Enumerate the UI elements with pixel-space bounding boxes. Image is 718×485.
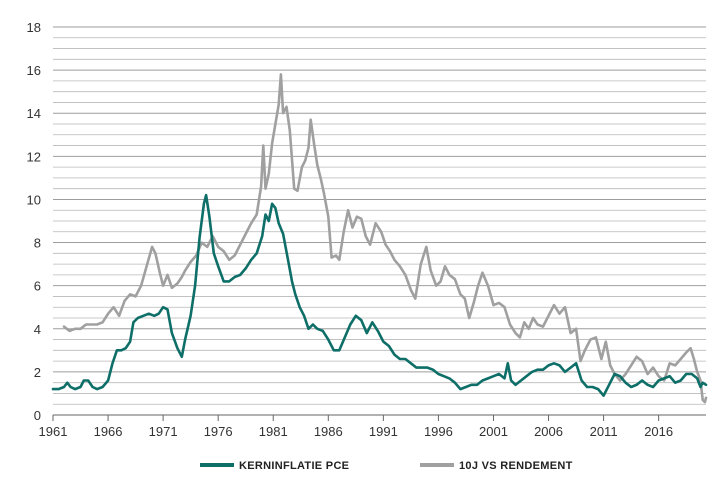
x-axis-tick-labels: 1961 1966 1971 1976 1981 1986 1991 1996 2001 2006… — [39, 415, 673, 439]
y-tick-label: 10 — [27, 192, 41, 207]
series-lines — [51, 73, 708, 404]
y-tick-label: 16 — [27, 63, 41, 78]
x-tick-label: 1961 — [39, 424, 68, 439]
legend: KERNINFLATIE PCE 10J VS RENDEMENT — [200, 460, 573, 472]
y-tick-label: 6 — [34, 279, 41, 294]
y-tick-label: 18 — [27, 20, 41, 35]
series-line-10j-rendement — [62, 73, 708, 404]
x-tick-label: 1976 — [204, 424, 233, 439]
series-line-kerninflatie — [51, 193, 708, 397]
x-tick-label: 1966 — [94, 424, 123, 439]
legend-label-10j-rendement: 10J VS RENDEMENT — [459, 460, 573, 472]
x-tick-label: 1971 — [149, 424, 178, 439]
x-tick-label: 2011 — [590, 424, 618, 439]
x-tick-label: 2006 — [534, 424, 563, 439]
x-tick-label: 2001 — [479, 424, 508, 439]
legend-label-kerninflatie: KERNINFLATIE PCE — [239, 460, 349, 472]
y-tick-label: 4 — [34, 322, 41, 337]
x-tick-label: 2016 — [644, 424, 673, 439]
y-tick-label: 12 — [27, 149, 41, 164]
y-tick-label: 0 — [34, 408, 41, 423]
x-tick-label: 1981 — [259, 424, 288, 439]
x-tick-label: 1991 — [369, 424, 398, 439]
x-tick-label: 1996 — [424, 424, 453, 439]
y-tick-label: 8 — [34, 236, 41, 251]
y-axis-tick-labels: 0 2 4 6 8 10 12 14 16 18 — [27, 20, 41, 423]
y-tick-label: 2 — [34, 365, 41, 380]
x-tick-label: 1986 — [314, 424, 343, 439]
y-tick-label: 14 — [27, 106, 41, 121]
